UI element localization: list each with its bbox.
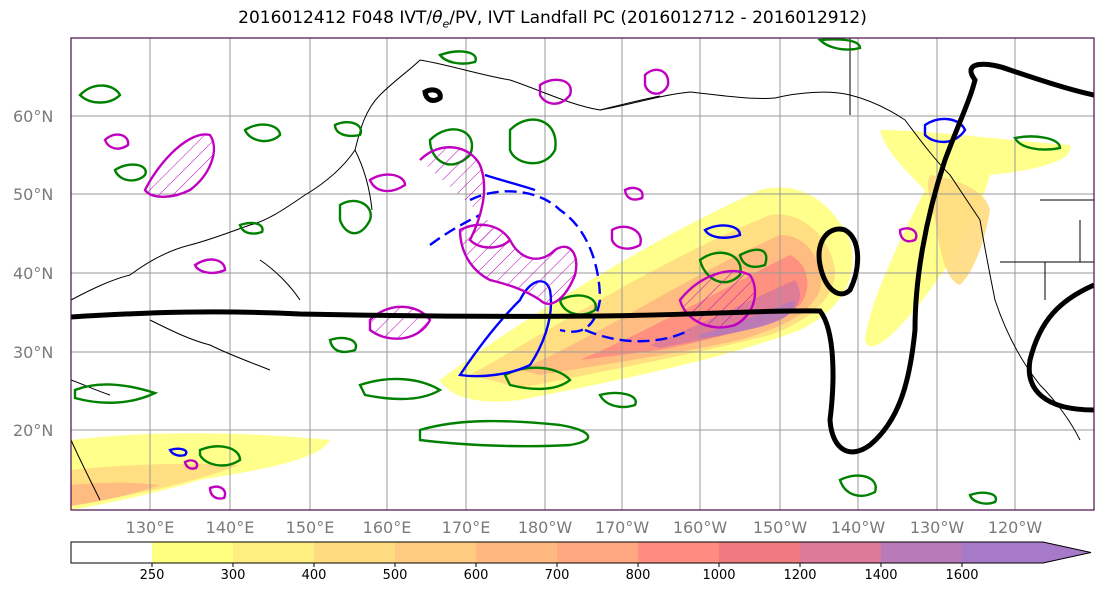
colorbar-label: 1600: [945, 568, 978, 583]
colorbar-outline: [70, 541, 1092, 564]
lon-label-120w: 120°W: [988, 518, 1043, 537]
colorbar-segment: [314, 542, 395, 563]
colorbar: 250 300 400 500 600 700 800 1000 1200 1400 1600: [70, 541, 1092, 583]
longitude-labels: 130°E 140°E 150°E 160°E 170°E 180°W 170°…: [126, 518, 1043, 537]
colorbar-label: 1000: [702, 568, 735, 583]
colorbar-segment: [800, 542, 881, 563]
colorbar-segment: [395, 542, 476, 563]
colorbar-label: 500: [383, 568, 408, 583]
graticule: [71, 38, 1094, 510]
lat-label-40n: 40°N: [13, 264, 53, 283]
colorbar-label: 400: [302, 568, 327, 583]
colorbar-label: 250: [140, 568, 165, 583]
lon-label-130w: 130°W: [910, 518, 965, 537]
lat-label-50n: 50°N: [13, 185, 53, 204]
ivt-landfall-pc-contour: [71, 61, 1094, 455]
lon-label-140w: 140°W: [831, 518, 886, 537]
lon-label-130e: 130°E: [126, 518, 175, 537]
lon-label-180w: 180°W: [518, 518, 573, 537]
colorbar-segment: [476, 542, 557, 563]
ivt-shading: [71, 130, 1071, 510]
colorbar-label: 600: [464, 568, 489, 583]
colorbar-segment: [638, 542, 719, 563]
coastlines: [71, 38, 1094, 501]
lon-label-150w: 150°W: [753, 518, 808, 537]
lon-label-170e: 170°E: [442, 518, 491, 537]
colorbar-segment: [71, 542, 152, 563]
colorbar-segment: [881, 542, 962, 563]
map-border: [70, 37, 1095, 511]
lon-label-160w: 160°W: [673, 518, 728, 537]
colorbar-label: 700: [545, 568, 570, 583]
lat-label-60n: 60°N: [13, 107, 53, 126]
colorbar-label: 1400: [864, 568, 897, 583]
lon-label-150e: 150°E: [286, 518, 335, 537]
lon-label-140e: 140°E: [206, 518, 255, 537]
colorbar-segment: [152, 542, 233, 563]
theta-e-contours: [73, 38, 1062, 505]
latitude-labels: 60°N 50°N 40°N 30°N 20°N: [13, 107, 53, 440]
map-title: 2016012412 F048 IVT/θe/PV, IVT Landfall …: [238, 8, 867, 31]
map-content: [71, 38, 1094, 510]
colorbar-segment: [233, 542, 314, 563]
colorbar-label: 800: [626, 568, 651, 583]
lat-label-30n: 30°N: [13, 343, 53, 362]
colorbar-label: 1200: [783, 568, 816, 583]
lat-label-20n: 20°N: [13, 421, 53, 440]
colorbar-label: 300: [221, 568, 246, 583]
lon-label-160e: 160°E: [363, 518, 412, 537]
colorbar-extension: [962, 542, 1091, 563]
lon-label-170w: 170°W: [595, 518, 650, 537]
colorbar-segment: [557, 542, 638, 563]
colorbar-segment: [719, 542, 800, 563]
